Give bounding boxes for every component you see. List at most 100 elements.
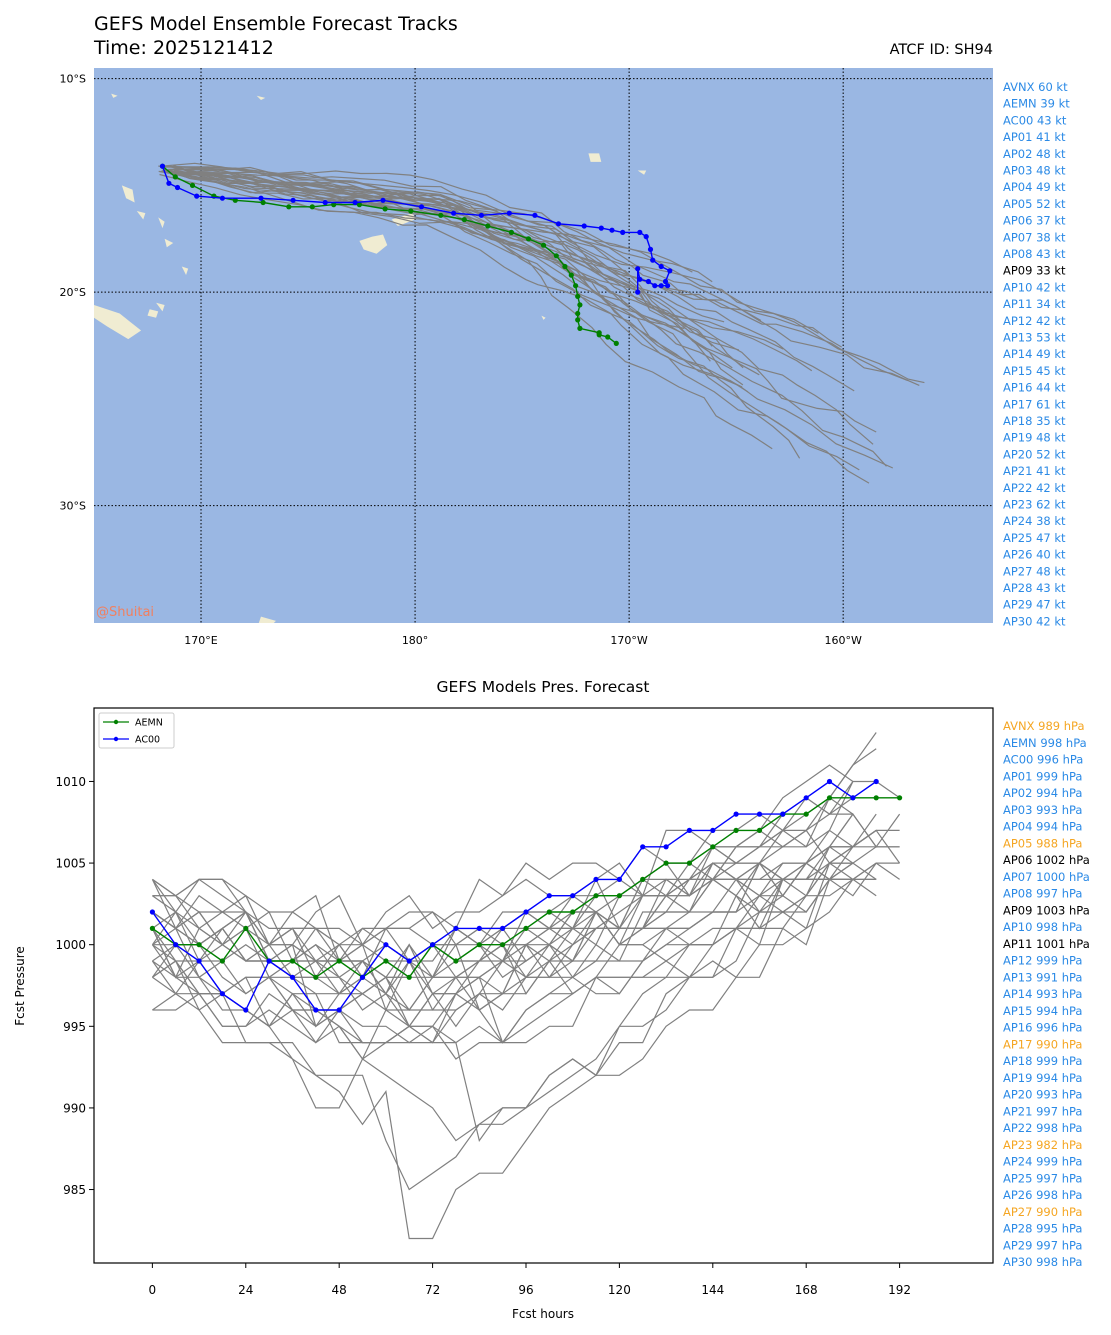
aemn-pressure-point [336,958,342,964]
plot-frame [93,707,994,1264]
aemn-pressure-point [523,925,529,932]
ac00-track-point [555,221,562,227]
map-intensity-label: AVNX 60 kt [1003,80,1068,94]
pressure-label: AP02 994 hPa [1003,786,1082,800]
y-tick-label: 985 [63,1183,86,1197]
land-shape-12 [637,170,647,175]
ac00-track-point [506,210,512,216]
ac00-pressure-point [336,1007,342,1013]
x-tick-label: 48 [332,1283,347,1297]
aemn-pressure-point [219,958,225,964]
ac00-track-point [662,278,669,285]
map-intensity-label: AP16 44 kt [1003,381,1066,395]
map-title-line1: GEFS Model Ensemble Forecast Tracks [94,13,458,35]
land-shape-13 [541,315,546,320]
ac00-pressure-point [289,974,296,980]
ac00-track-point [532,212,538,218]
ac00-track-point [322,199,328,206]
map-intensity-label: AP30 42 kt [1003,614,1066,628]
ac00-track-point [581,223,587,229]
x-tick-label: 168 [795,1283,818,1297]
aemn-pressure-point [733,827,739,834]
map-intensity-label: AP08 43 kt [1003,247,1066,261]
aemn-pressure-point [570,909,576,915]
x-tick-label: 0 [149,1283,157,1297]
ac00-track-point [635,266,641,272]
member-track [158,165,920,386]
member-pressure-line [151,862,900,1061]
ac00-track-point [667,268,673,274]
aemn-track-point [553,253,559,259]
pressure-label: AP14 993 hPa [1003,987,1082,1001]
member-pressure-line [151,829,877,1011]
pressure-label: AP07 1000 hPa [1003,870,1090,884]
map-intensity-label: AP04 49 kt [1003,180,1066,194]
land-shape-8 [164,238,174,248]
ac00-pressure-point [196,958,202,964]
pressure-label: AP28 995 hPa [1003,1222,1082,1236]
aemn-track-point [356,202,362,208]
legend-aemn-label: AEMN [135,718,163,729]
aemn-track-point [438,212,444,218]
ac00-pressure-point [173,942,179,948]
legend-aemn-marker [113,719,119,725]
ac00-track-point [258,195,264,201]
aemn-pressure-point [406,974,412,980]
map-intensity-label: AP29 47 kt [1003,598,1066,612]
pressure-label: AP18 999 hPa [1003,1054,1082,1068]
aemn-track-point [189,182,196,188]
lon-tick-label: 160°W [824,634,861,647]
ac00-pressure-point [570,893,576,899]
pressure-label: AP13 991 hPa [1003,970,1082,984]
aemn-track-point [540,242,547,248]
map-intensity-label: AP01 41 kt [1003,130,1066,144]
ac00-track-line [161,165,671,293]
plot-legend: AEMN AC00 [98,712,175,749]
aemn-pressure-point [313,974,319,980]
member-pressure-line [152,813,901,1060]
land-shape-6 [136,211,146,220]
ac00-pressure-point [383,942,389,948]
x-tick-label: 24 [238,1283,253,1297]
member-track [173,171,773,450]
ac00-track-point [609,227,615,233]
member-pressure-lines [151,732,901,1240]
map-gridlines [94,68,993,623]
map-intensity-label: AP17 61 kt [1003,397,1066,411]
member-pressure-line [151,846,854,1143]
aemn-track-point [260,199,266,206]
aemn-track-point [525,236,532,242]
pressure-label: AP01 999 hPa [1003,769,1082,783]
pressure-label: AP19 994 hPa [1003,1071,1082,1085]
lat-tick-label: 20°S [60,286,86,299]
x-axis-label: Fcst hours [512,1307,574,1321]
aemn-track-point [508,229,514,235]
pressure-label: AC00 996 hPa [1003,753,1083,767]
aemn-track-point [568,272,574,278]
ac00-pressure-point [733,811,739,817]
ac00-track-point [219,195,225,201]
ac00-pressure-point [430,942,436,948]
aemn-pressure-point [897,795,903,801]
ac00-pressure-point [359,974,366,980]
land-shape-16 [111,93,118,98]
pressure-label: AP10 998 hPa [1003,920,1082,934]
map-intensity-label: AP11 34 kt [1003,297,1066,311]
y-tick-label: 1000 [55,938,86,952]
pressure-label: AP20 993 hPa [1003,1088,1082,1102]
watermark: @Shuitai [96,605,154,620]
aemn-pressure-point [873,795,879,801]
map-intensity-label: AP15 45 kt [1003,364,1066,378]
map-intensity-label: AEMN 39 kt [1003,97,1070,111]
land-shape-7 [158,217,165,229]
aemn-track-point [286,204,292,210]
ac00-pressure-point [803,795,809,801]
aemn-pressure-point [476,942,482,948]
ac00-track-point [658,283,664,289]
aemn-track-point [613,340,619,346]
aemn-pressure-point [149,925,155,932]
aemn-track-point [309,204,315,210]
map-intensity-label: AP25 47 kt [1003,531,1066,545]
ac00-track-point [650,257,656,263]
